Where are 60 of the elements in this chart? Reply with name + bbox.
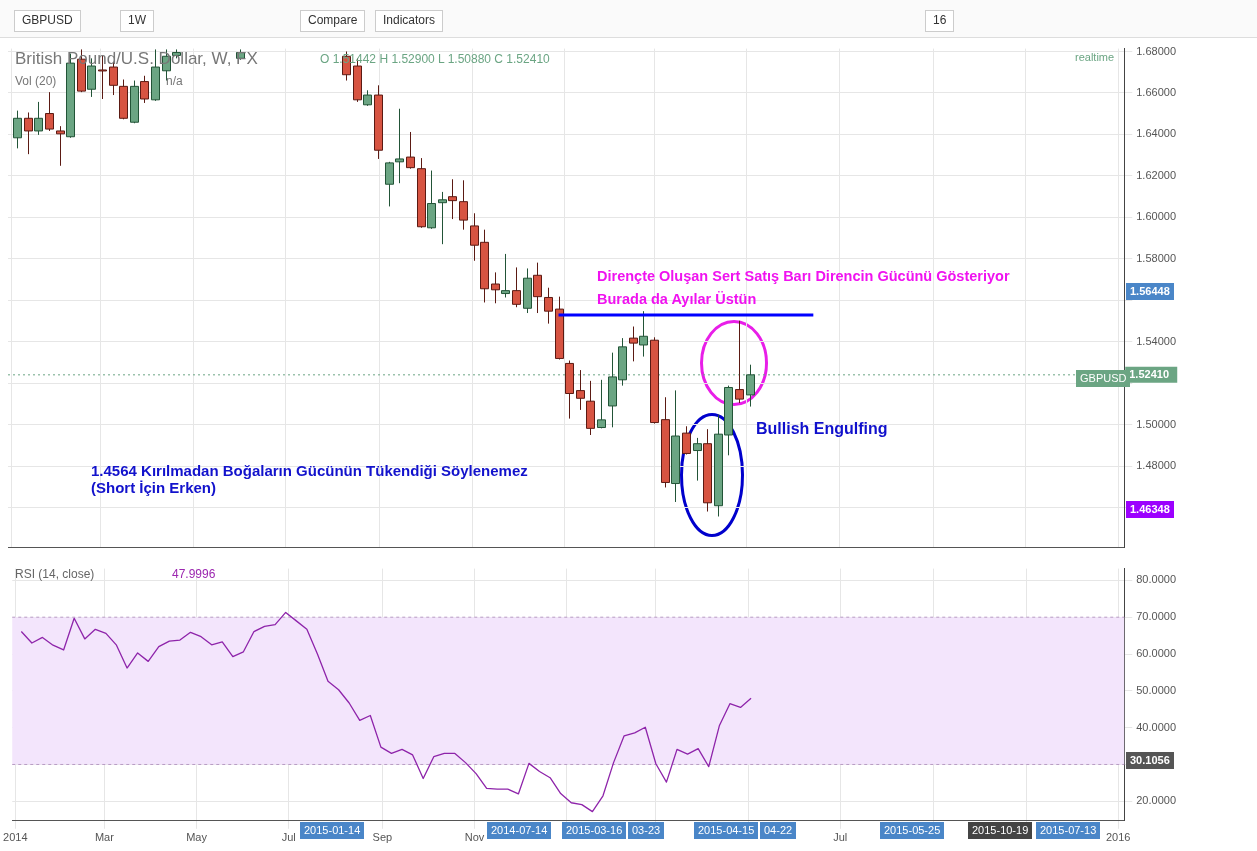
annotation: Dirençte Oluşan Sert Satış Barı Direncin Gücünü Gösteriyor	[597, 268, 1010, 285]
text: 2015-10-19	[968, 822, 1033, 839]
text: 04-22	[760, 822, 797, 839]
annotation: GBPUSD	[1076, 370, 1131, 387]
candlestick	[385, 161, 394, 207]
text: 1W	[120, 10, 154, 32]
annotation: 47.9996	[172, 567, 216, 582]
candlestick	[735, 320, 744, 404]
ref-line-label: 1.52410	[1129, 367, 1169, 380]
chart-title: RSI (14, close)	[15, 567, 95, 582]
text: GBPUSD	[14, 10, 81, 32]
annotation: Bullish Engulfing	[756, 420, 888, 439]
text: 2015-01-14	[300, 822, 365, 839]
x-tick-label: Jul	[833, 831, 848, 844]
x-tick-label: Mar	[94, 831, 115, 844]
x-tick-label: Nov	[464, 831, 485, 844]
x-tick-label: Jul	[281, 831, 296, 844]
text: 30.1056	[1126, 752, 1174, 769]
annotation: realtime	[1075, 51, 1115, 64]
candlestick	[459, 179, 468, 231]
candlestick	[45, 91, 54, 132]
candlestick	[512, 266, 521, 308]
y-tick-label: 70.0000	[1136, 610, 1176, 623]
y-tick-label: 1.66000	[1136, 86, 1176, 99]
y-tick-label: 1.54000	[1136, 334, 1176, 347]
y-tick-label: 1.68000	[1136, 44, 1176, 57]
x-tick-label: 2014	[3, 831, 28, 844]
candlestick	[597, 379, 606, 429]
text: 2015-04-15	[694, 822, 759, 839]
y-tick-label: 60.0000	[1136, 647, 1176, 660]
annotation: Burada da Ayılar Üstün	[597, 291, 757, 308]
x-tick-label: Sep	[372, 831, 393, 844]
text: 2015-03-16	[562, 822, 627, 839]
text: Compare	[300, 10, 366, 32]
annotation: (Short İçin Erken)	[91, 479, 217, 497]
candlestick	[544, 287, 553, 325]
y-tick-label: 1.48000	[1136, 459, 1176, 472]
text: Indicators	[375, 10, 444, 32]
text: 1.56448	[1126, 283, 1174, 300]
text: 03-23	[628, 822, 665, 839]
annotation: Vol (20)	[15, 74, 57, 89]
y-tick-label: 20.0000	[1136, 794, 1176, 807]
x-tick-label: May	[186, 831, 208, 844]
candlestick	[576, 369, 585, 411]
y-tick-label: 1.50000	[1136, 417, 1176, 430]
y-tick-label: 40.0000	[1136, 720, 1176, 733]
y-tick-label: 1.58000	[1136, 251, 1176, 264]
annotation: 1.4564 Kırılmadan Boğaların Gücünün Tükendiği Söylenemez	[91, 462, 528, 480]
text: 2015-07-13	[1036, 822, 1101, 839]
x-tick-label: 2016	[1105, 831, 1131, 844]
text: 1.46348	[1126, 501, 1174, 518]
text: 16	[925, 10, 955, 32]
y-tick-label: 50.0000	[1136, 683, 1176, 696]
text: 2014-07-14	[487, 822, 552, 839]
text: 2015-05-25	[880, 822, 945, 839]
annotation: n/a	[166, 74, 183, 89]
y-tick-label: 1.62000	[1136, 168, 1176, 181]
y-tick-label: 1.60000	[1136, 210, 1176, 223]
y-tick-label: 1.64000	[1136, 127, 1176, 140]
y-tick-label: 80.0000	[1136, 573, 1176, 586]
